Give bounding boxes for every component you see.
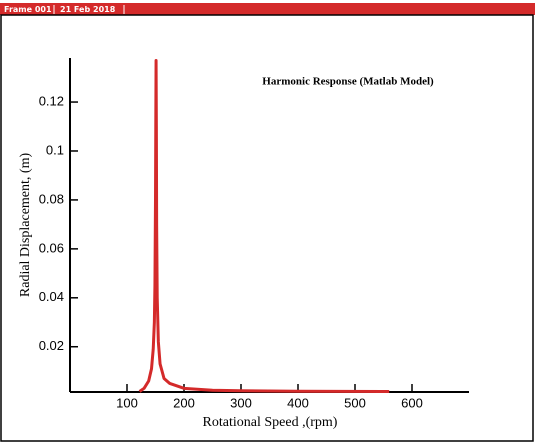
y-tick-label: 0.08 [39,191,64,206]
x-tick-label: 300 [230,395,252,410]
x-tick-label: 100 [116,395,138,410]
frame-label: Frame 001 [4,5,52,14]
y-tick-label: 0.1 [46,142,64,157]
y-tick-label: 0.02 [39,338,64,353]
x-tick-label: 200 [173,395,195,410]
y-axis-label: Radial Displacement, (m) [18,153,33,298]
header-bar [0,3,535,15]
y-tick-label: 0.04 [39,289,64,304]
frame-border [0,14,534,442]
line [138,58,390,394]
x-tick-label: 600 [401,395,423,410]
x-tick-label: 400 [287,395,309,410]
chart-title: Harmonic Response (Matlab Model) [262,76,434,88]
y-tick-label: 0.06 [39,240,64,255]
y-tick-label: 0.12 [39,93,64,108]
x-tick-label: 500 [344,395,366,410]
date-label: 21 Feb 2018 [60,5,116,14]
x-axis-label: Rotational Speed ,(rpm) [203,415,338,430]
